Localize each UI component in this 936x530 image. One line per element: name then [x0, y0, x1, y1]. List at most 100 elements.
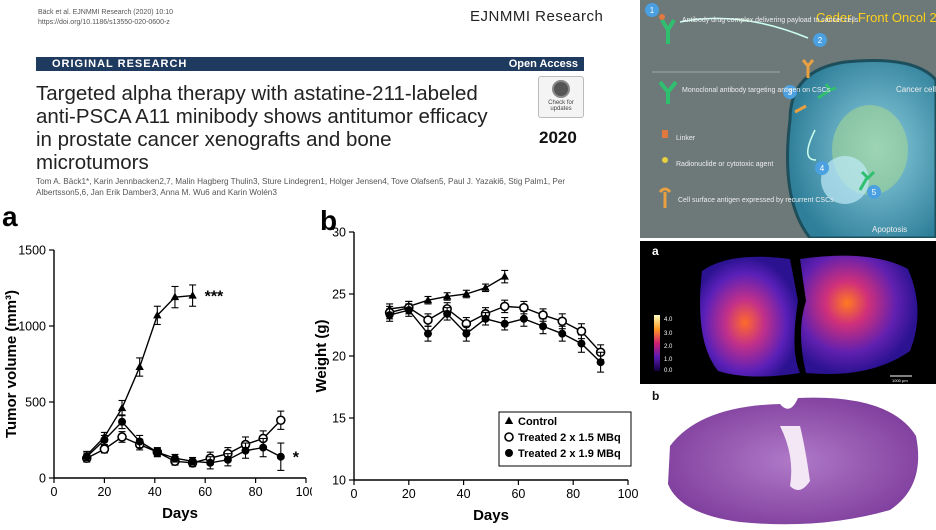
- data-point: [206, 458, 215, 467]
- data-point: [135, 362, 144, 371]
- y-tick-label: 1000: [18, 320, 46, 334]
- panel-label: a: [2, 201, 18, 232]
- data-point: [576, 326, 587, 336]
- y-axis-label: Tumor volume (mm³): [3, 290, 20, 438]
- series-line: [86, 419, 282, 464]
- cancer-cell-label: Cancer cell: [896, 85, 936, 94]
- significance-annotation: ***: [205, 289, 224, 306]
- apoptosis-label: Apoptosis: [872, 225, 907, 234]
- tissue-left-lobe: [700, 256, 800, 377]
- y-tick-label: 15: [332, 412, 346, 426]
- check-updates-label: Check for updates: [548, 100, 574, 112]
- step-1-label: 1: [650, 6, 655, 15]
- data-point: [117, 432, 127, 442]
- x-tick-label: 0: [351, 487, 358, 501]
- data-point: [188, 457, 197, 466]
- data-point: [135, 437, 144, 446]
- data-point: [423, 295, 433, 304]
- tissue-gap: [780, 426, 810, 490]
- legend-entry: Treated 2 x 1.5 MBq: [518, 432, 621, 444]
- data-point: [423, 329, 432, 338]
- step-2-label: 2: [818, 36, 823, 45]
- antibody-icon: [659, 14, 676, 44]
- radionuclide-icon: [662, 157, 668, 163]
- x-tick-label: 80: [249, 485, 263, 499]
- linker-icon: [662, 130, 668, 138]
- figure-credit: Ceder, Front Oncol 2017: [816, 10, 936, 25]
- x-tick-label: 20: [97, 485, 111, 499]
- data-point: [118, 417, 127, 426]
- citation-header: Bäck et al. EJNMMI Research (2020) 10:10…: [38, 8, 173, 28]
- scale-tick-0: 0.0: [664, 368, 673, 374]
- x-tick-label: 40: [457, 487, 471, 501]
- data-point: [117, 403, 127, 412]
- series-line: [389, 309, 602, 363]
- scale-tick-2: 2.0: [664, 344, 673, 350]
- citation-line-1: Bäck et al. EJNMMI Research (2020) 10:10: [38, 9, 174, 16]
- data-point: [557, 316, 568, 327]
- data-point: [275, 415, 286, 426]
- data-point: [82, 452, 91, 461]
- data-point: [385, 311, 394, 320]
- data-point: [577, 339, 586, 348]
- legend-item-1: Antibody drug complex delivering payload…: [682, 17, 859, 24]
- data-point: [188, 291, 197, 299]
- data-point: [153, 448, 162, 457]
- scale-tick-3: 3.0: [664, 331, 673, 337]
- legend-marker: [504, 416, 514, 424]
- x-axis-label: Days: [162, 505, 198, 522]
- step-4-label: 4: [820, 164, 825, 173]
- data-point: [499, 301, 510, 312]
- tissue-right-lobe: [800, 255, 918, 375]
- data-point: [538, 310, 548, 320]
- autoradiography-heatmap: 4.0 3.0 2.0 1.0 0.0 1000 µm a: [640, 241, 936, 384]
- vesicle-shape: [821, 156, 869, 204]
- x-tick-label: 100: [618, 487, 638, 501]
- journal-name: EJNMMI Research: [470, 8, 604, 25]
- data-point: [481, 314, 490, 323]
- legend-item-2: Monoclonal antibody targeting antigen on…: [682, 87, 831, 94]
- scale-tick-1: 1.0: [664, 357, 673, 363]
- data-point: [500, 319, 509, 328]
- data-point: [276, 452, 285, 461]
- data-point: [519, 314, 528, 323]
- x-tick-label: 20: [402, 487, 416, 501]
- x-tick-label: 80: [566, 487, 580, 501]
- scalebar-label: 1000 µm: [892, 378, 908, 383]
- adc-mechanism-figure: 1 2 3 4 5 Ceder, Front Oncol 2017 Antibo…: [640, 0, 936, 238]
- data-point: [241, 446, 250, 455]
- check-for-updates-badge[interactable]: Check for updates: [538, 76, 584, 118]
- x-tick-label: 60: [511, 487, 525, 501]
- data-point: [223, 455, 232, 464]
- weight-chart: 0 20 40 60 80 100 10 15 20 25 30 Days Weight (g) b Con…: [313, 205, 638, 524]
- author-list: Tom A. Bäck1*, Karin Jennbacken2,7, Mali…: [36, 177, 566, 197]
- data-point: [539, 322, 548, 331]
- y-tick-label: 20: [332, 350, 346, 364]
- data-point: [596, 358, 605, 367]
- data-point: [443, 309, 452, 318]
- legend-marker: [504, 432, 514, 442]
- step-5-label: 5: [872, 188, 877, 197]
- y-tick-label: 30: [332, 226, 346, 240]
- data-point: [423, 315, 433, 325]
- tumor-volume-chart: 020406080100050010001500DaysTumor volume…: [2, 201, 312, 522]
- citation-line-2: https://doi.org/10.1186/s13550-020-0600-…: [38, 19, 170, 26]
- x-tick-label: 0: [51, 485, 58, 499]
- x-axis-label: Days: [473, 507, 509, 524]
- heatmap-panel-label: a: [652, 244, 659, 258]
- data-point: [481, 283, 490, 291]
- step-3-label: 3: [788, 88, 793, 97]
- scale-tick-4: 4.0: [664, 317, 673, 323]
- surface-antigen-icon: [658, 187, 672, 208]
- legend-box: [498, 411, 632, 467]
- histology-panel-label: b: [652, 389, 659, 403]
- data-point: [99, 444, 110, 454]
- legend-item-5: Cell surface antigen expressed by recurr…: [678, 197, 834, 204]
- y-tick-label: 0: [39, 472, 46, 486]
- color-scale-bar: [654, 315, 660, 371]
- data-point: [170, 454, 179, 463]
- legend-entry: Treated 2 x 1.9 MBq: [518, 448, 621, 460]
- y-axis-label: Weight (g): [313, 319, 330, 392]
- monoclonal-antibody-icon: [658, 80, 678, 104]
- x-tick-label: 60: [198, 485, 212, 499]
